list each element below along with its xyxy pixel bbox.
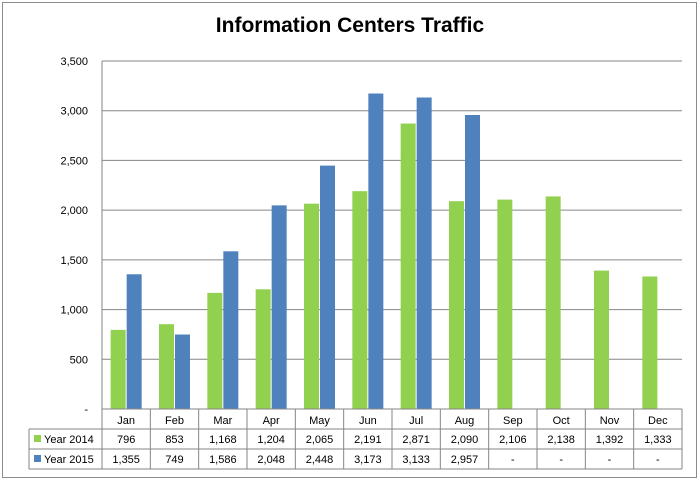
data-label: 796 [117, 434, 135, 446]
bar-year-2014 [497, 199, 513, 409]
data-label: 2,065 [306, 434, 334, 446]
x-tick-label: Sep [503, 415, 523, 427]
bar-year-2014 [352, 191, 368, 409]
bar-year-2015 [465, 114, 480, 409]
x-tick-label: May [309, 415, 330, 427]
y-tick-label: 3,500 [60, 56, 88, 68]
data-label: 853 [165, 434, 183, 446]
y-tick-label: 1,500 [60, 255, 88, 267]
bar-year-2014 [255, 289, 271, 409]
data-label: - [511, 454, 515, 466]
x-tick-label: Apr [263, 415, 280, 427]
data-label: 1,204 [257, 434, 285, 446]
data-label: 3,133 [402, 454, 430, 466]
y-tick-label: 2,000 [60, 205, 88, 217]
data-label: 2,191 [354, 434, 382, 446]
data-label: 2,871 [402, 434, 430, 446]
bar-year-2015 [175, 334, 190, 409]
legend-key [34, 455, 41, 462]
bar-year-2014 [159, 324, 174, 409]
data-label: 1,392 [596, 434, 624, 446]
bar-year-2014 [400, 123, 416, 409]
data-label: 2,138 [547, 434, 575, 446]
bar-year-2014 [110, 329, 126, 409]
data-label: 2,090 [451, 434, 479, 446]
x-tick-label: Oct [553, 415, 570, 427]
bar-year-2015 [368, 93, 384, 409]
bar-year-2015 [271, 205, 287, 409]
data-label: 1,333 [644, 434, 672, 446]
bar-year-2015 [320, 165, 335, 409]
x-tick-label: Jun [359, 415, 377, 427]
y-tick-label: 500 [70, 354, 88, 366]
data-label: 749 [165, 454, 183, 466]
bar-year-2014 [594, 270, 609, 409]
x-tick-label: Dec [648, 415, 668, 427]
data-label: 2,048 [257, 454, 285, 466]
bar-year-2015 [126, 274, 142, 409]
x-tick-label: Jul [409, 415, 423, 427]
bar-year-2015 [223, 251, 239, 409]
bar-year-2014 [545, 196, 561, 409]
x-tick-label: Feb [165, 415, 184, 427]
x-tick-label: Aug [455, 415, 475, 427]
data-label: 1,586 [209, 454, 237, 466]
bar-year-2014 [304, 203, 319, 409]
bar-year-2014 [642, 276, 658, 409]
data-label: - [656, 454, 660, 466]
legend-key [34, 435, 41, 442]
bar-year-2014 [449, 201, 464, 409]
bar-year-2014 [207, 292, 223, 409]
data-label: 1,355 [112, 454, 140, 466]
data-label: 2,106 [499, 434, 527, 446]
y-tick-label: 2,500 [60, 155, 88, 167]
data-label: 2,957 [451, 454, 479, 466]
y-tick-label: 1,000 [60, 305, 88, 317]
legend-label: Year 2015 [44, 454, 94, 466]
bar-year-2015 [416, 97, 432, 409]
data-label: 1,168 [209, 434, 237, 446]
data-label: 2,448 [306, 454, 334, 466]
x-tick-label: Mar [213, 415, 232, 427]
x-tick-label: Jan [117, 415, 135, 427]
x-tick-label: Nov [600, 415, 620, 427]
y-tick-label: - [84, 404, 88, 416]
chart-title: Information Centers Traffic [215, 14, 485, 37]
y-tick-label: 3,000 [60, 106, 88, 118]
data-label: - [608, 454, 612, 466]
data-label: - [559, 454, 563, 466]
data-label: 3,173 [354, 454, 382, 466]
legend-label: Year 2014 [44, 434, 94, 446]
